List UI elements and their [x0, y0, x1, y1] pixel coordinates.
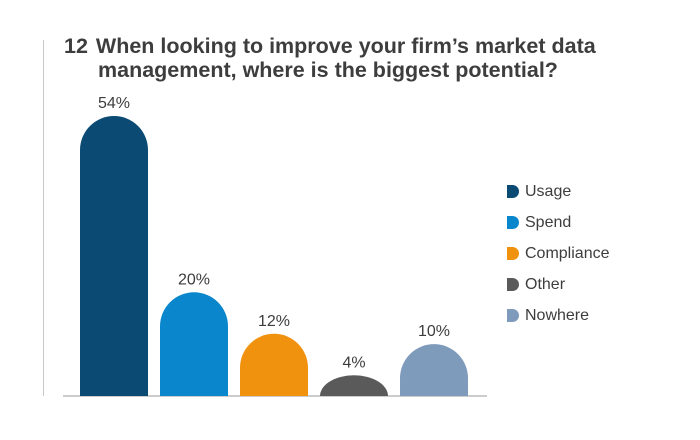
legend-label: Usage — [525, 182, 572, 200]
bar-spend — [160, 292, 228, 396]
legend-label: Compliance — [525, 244, 610, 262]
divider-line — [43, 40, 44, 396]
bar-usage — [80, 116, 148, 396]
legend-item-usage: Usage — [507, 176, 609, 207]
title-line-2: management, where is the biggest potenti… — [98, 58, 558, 82]
data-label-compliance: 12% — [258, 313, 290, 330]
legend-label: Nowhere — [525, 306, 590, 324]
question-number: 12 — [64, 34, 88, 58]
legend: Usage Spend Compliance Other Nowhere — [507, 176, 609, 331]
legend-swatch — [507, 309, 519, 322]
data-label-usage: 54% — [98, 95, 130, 112]
data-label-spend: 20% — [178, 271, 210, 288]
legend-swatch — [507, 278, 519, 291]
legend-item-nowhere: Nowhere — [507, 300, 609, 331]
legend-swatch — [507, 216, 519, 229]
legend-label: Other — [525, 275, 566, 293]
legend-item-spend: Spend — [507, 207, 609, 238]
data-label-other: 4% — [342, 354, 365, 371]
legend-label: Spend — [525, 213, 572, 231]
data-label-nowhere: 10% — [418, 323, 450, 340]
bar-nowhere — [400, 344, 468, 396]
title-line-1: When looking to improve your firm’s mark… — [95, 34, 596, 58]
legend-item-compliance: Compliance — [507, 238, 609, 269]
chart-title: 12 When looking to improve your firm’s ma… — [64, 34, 644, 82]
legend-swatch — [507, 247, 519, 260]
bar-compliance — [240, 333, 308, 396]
legend-swatch — [507, 185, 519, 198]
legend-item-other: Other — [507, 269, 609, 300]
bar-other — [320, 375, 388, 396]
